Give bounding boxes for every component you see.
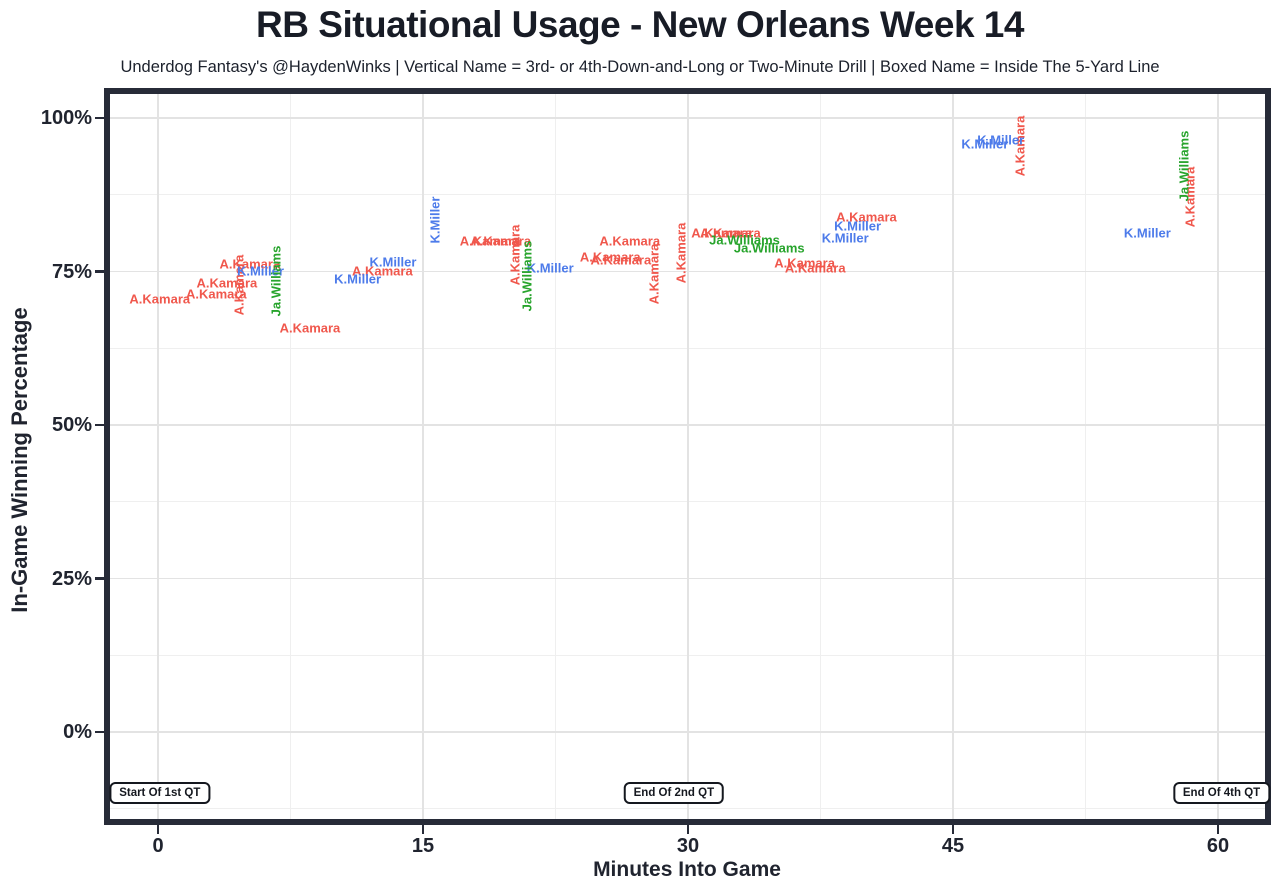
x-tick-label: 15	[411, 835, 435, 857]
player-label: A.Kamara	[784, 260, 846, 276]
player-label: A.Kamara	[459, 233, 521, 249]
x-tick-mark	[421, 825, 425, 834]
player-label: K.Miller	[369, 254, 417, 270]
quarter-annotation-box: End Of 2nd QT	[623, 782, 725, 805]
x-tick-label: 30	[676, 835, 700, 857]
player-label: A.Kamara	[579, 249, 641, 265]
player-label: A.Kamara	[279, 320, 341, 336]
gridline-minor-vertical	[290, 94, 291, 819]
player-label: Ja.Williams	[268, 245, 284, 317]
player-label: K.Miller	[961, 136, 1009, 152]
player-label: Ja.Williams	[1176, 130, 1192, 202]
gridline-major-vertical	[422, 94, 424, 819]
x-tick-mark	[951, 825, 955, 834]
quarter-annotation-box: Start Of 1st QT	[109, 782, 211, 805]
y-tick-mark	[95, 730, 104, 734]
player-label: K.Miller	[334, 271, 382, 287]
y-tick-label: 0%	[63, 721, 92, 743]
player-label: A.Kamara	[129, 291, 191, 307]
player-label: K.Miller	[236, 263, 284, 279]
player-label: Ja.Williams	[733, 240, 805, 256]
y-tick-mark	[95, 577, 104, 580]
player-label: K.Miller	[834, 218, 882, 234]
y-tick-label: 100%	[40, 107, 92, 129]
x-tick-label: 0	[152, 835, 164, 857]
gridline-major-vertical	[687, 94, 689, 819]
player-label: K.Miller	[427, 196, 443, 244]
player-label: A.Kamara	[836, 209, 897, 225]
y-tick-mark	[95, 270, 104, 273]
player-label: A.Kamara	[219, 256, 281, 272]
player-label: Ja.Williams	[709, 232, 780, 248]
quarter-annotation-box: End Of 4th QT	[1172, 782, 1271, 805]
gridline-major-vertical	[1217, 94, 1219, 819]
player-label: A.Kamara	[185, 286, 247, 302]
gridline-major-vertical	[952, 94, 954, 819]
y-tick-label: 50%	[51, 414, 92, 436]
player-label: A.Kamara	[673, 222, 689, 284]
y-axis-title: In-Game Winning Percentage	[7, 307, 32, 613]
y-tick-label: 25%	[51, 567, 92, 590]
player-label: Ja.Williams	[519, 240, 535, 312]
y-tick-label: 75%	[51, 260, 92, 283]
player-label: A.Kamara	[470, 233, 532, 249]
x-tick-mark	[156, 825, 160, 834]
x-tick-label: 60	[1206, 835, 1230, 857]
y-tick-mark	[95, 423, 104, 427]
x-tick-mark	[686, 825, 690, 834]
player-label: A.Kamara	[599, 233, 661, 249]
player-label: K.Miller	[1123, 225, 1171, 241]
player-label: K.Miller	[821, 230, 869, 246]
gridline-minor-vertical	[555, 94, 556, 819]
chart-subtitle: Underdog Fantasy's @HaydenWinks | Vertic…	[120, 58, 1160, 76]
player-label: A.Kamara	[700, 225, 761, 241]
player-label: A.Kamara	[646, 243, 662, 305]
y-tick-mark	[95, 116, 104, 120]
gridline-minor-vertical	[820, 94, 821, 819]
player-label: A.Kamara	[196, 275, 258, 291]
player-label: K.Miller	[526, 260, 574, 276]
x-tick-label: 45	[941, 835, 965, 857]
player-label: A.Kamara	[590, 252, 652, 268]
player-label: A.Kamara	[691, 225, 752, 241]
player-label: A.Kamara	[774, 255, 835, 271]
gridline-minor-vertical	[1085, 94, 1087, 819]
player-label: K.Miller	[977, 132, 1025, 148]
chart-title: RB Situational Usage - New Orleans Week …	[256, 4, 1024, 45]
x-tick-mark	[1216, 825, 1220, 834]
gridline-major-vertical	[157, 94, 159, 819]
x-axis-title: Minutes Into Game	[593, 858, 781, 881]
player-label: A.Kamara	[352, 263, 413, 279]
